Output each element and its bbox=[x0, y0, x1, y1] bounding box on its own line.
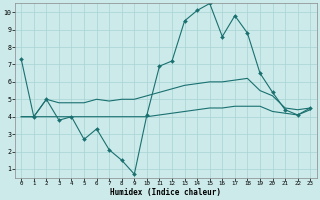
X-axis label: Humidex (Indice chaleur): Humidex (Indice chaleur) bbox=[110, 188, 221, 197]
